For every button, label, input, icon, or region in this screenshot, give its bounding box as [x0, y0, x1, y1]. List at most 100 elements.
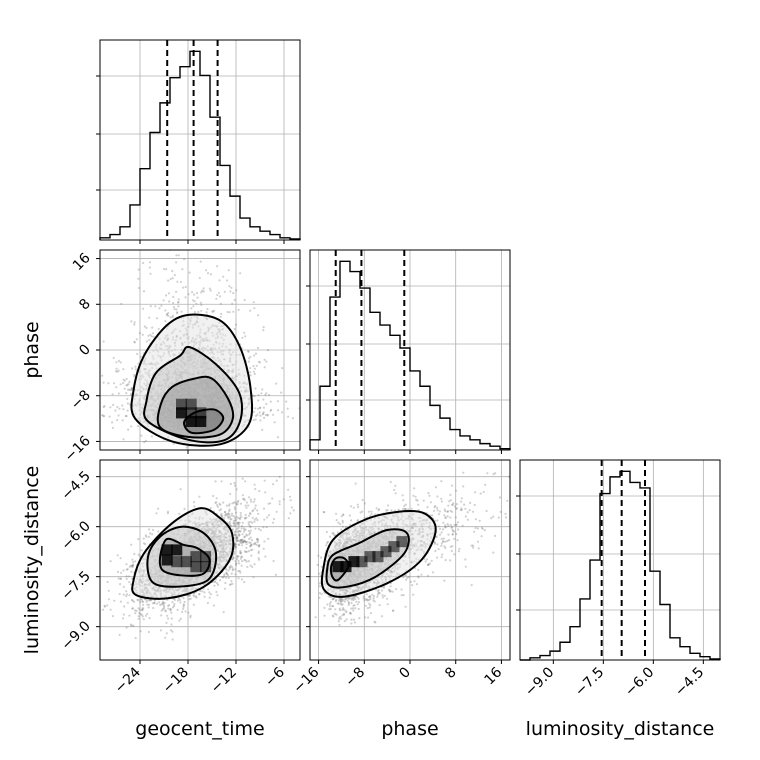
- sample-point: [286, 407, 289, 410]
- sample-point: [262, 329, 265, 332]
- sample-point: [272, 517, 276, 521]
- sample-point: [141, 607, 144, 610]
- sample-point: [151, 332, 154, 335]
- sample-point: [184, 610, 187, 613]
- sample-point: [192, 305, 195, 308]
- sample-point: [259, 529, 262, 532]
- sample-point: [167, 617, 170, 620]
- sample-point: [229, 290, 232, 293]
- sample-point: [143, 441, 146, 444]
- sample-point: [244, 517, 247, 520]
- sample-point: [189, 597, 192, 600]
- sample-point: [234, 545, 237, 549]
- sample-point: [130, 543, 133, 546]
- sample-point: [108, 415, 111, 418]
- sample-point: [107, 589, 110, 592]
- sample-point: [229, 564, 232, 567]
- sample-point: [206, 272, 210, 275]
- sample-point: [239, 514, 242, 517]
- sample-point: [239, 272, 242, 275]
- sample-point: [236, 521, 239, 525]
- sample-point: [236, 503, 239, 506]
- sample-point: [261, 388, 264, 391]
- sample-point: [243, 499, 246, 502]
- sample-point: [259, 414, 262, 417]
- sample-point: [224, 513, 227, 516]
- sample-point: [167, 312, 170, 315]
- sample-point: [266, 349, 270, 352]
- sample-point: [261, 428, 264, 431]
- sample-point: [241, 544, 244, 547]
- sample-point: [111, 393, 114, 396]
- sample-point: [238, 533, 241, 537]
- sample-point: [203, 591, 206, 594]
- sample-point: [247, 350, 250, 353]
- sample-point: [234, 519, 237, 522]
- sample-point: [149, 272, 152, 275]
- sample-point: [126, 397, 129, 400]
- sample-point: [289, 499, 292, 502]
- sample-point: [249, 374, 252, 377]
- sample-point: [191, 291, 194, 294]
- sample-point: [172, 442, 175, 445]
- sample-point: [165, 268, 168, 271]
- sample-point: [164, 610, 167, 613]
- sample-point: [258, 411, 261, 414]
- sample-point: [272, 521, 275, 524]
- sample-point: [233, 522, 236, 525]
- sample-point: [264, 491, 267, 494]
- sample-point: [238, 569, 241, 573]
- sample-point: [169, 629, 173, 632]
- sample-point: [125, 626, 128, 629]
- sample-point: [239, 539, 242, 542]
- sample-point: [195, 292, 199, 295]
- sample-point: [117, 577, 120, 580]
- sample-point: [115, 367, 118, 370]
- sample-point: [276, 400, 279, 403]
- sample-point: [224, 576, 227, 579]
- sample-point: [115, 361, 118, 364]
- sample-point: [225, 571, 228, 574]
- density-cell: [185, 407, 197, 419]
- sample-point: [133, 341, 136, 344]
- sample-point: [237, 523, 240, 527]
- sample-point: [148, 261, 152, 264]
- sample-point: [219, 503, 222, 506]
- sample-point: [231, 528, 234, 531]
- sample-point: [214, 480, 217, 483]
- sample-point: [198, 178, 200, 180]
- sample-point: [249, 526, 252, 529]
- sample-point: [183, 258, 186, 261]
- sample-point: [254, 527, 257, 530]
- sample-point: [159, 629, 162, 632]
- sample-point: [264, 393, 267, 396]
- sample-point: [171, 277, 174, 280]
- sample-point: [249, 536, 252, 539]
- sample-point: [254, 414, 258, 417]
- sample-point: [141, 608, 144, 612]
- sample-point: [244, 540, 247, 544]
- sample-point: [111, 421, 114, 424]
- sample-point: [157, 507, 160, 510]
- sample-point: [244, 513, 247, 516]
- sample-point: [253, 518, 256, 521]
- sample-point: [249, 371, 252, 374]
- density-cell: [176, 398, 188, 410]
- sample-point: [173, 598, 177, 602]
- sample-point: [215, 590, 218, 594]
- sample-point: [196, 296, 199, 299]
- sample-point: [234, 501, 237, 504]
- sample-point: [245, 546, 248, 549]
- sample-point: [230, 286, 233, 289]
- sample-point: [123, 387, 126, 390]
- sample-point: [238, 521, 241, 524]
- sample-point: [230, 518, 233, 521]
- sample-point: [236, 527, 239, 531]
- density-cell: [195, 415, 207, 427]
- sample-point: [274, 573, 277, 577]
- sample-point: [235, 536, 238, 540]
- sample-point: [258, 558, 261, 561]
- sample-point: [263, 366, 266, 369]
- sample-point: [157, 327, 160, 330]
- sample-point: [280, 411, 284, 414]
